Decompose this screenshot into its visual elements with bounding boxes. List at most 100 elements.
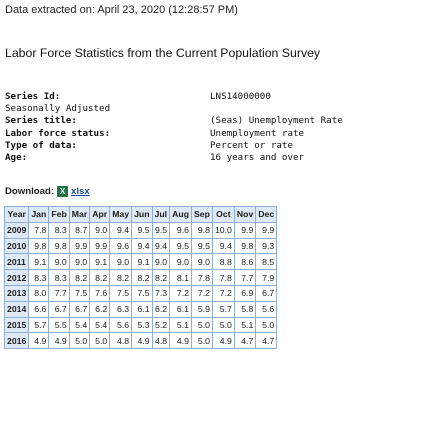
column-header-jul: Jul bbox=[151, 206, 171, 223]
table-row: 2015 5.7 5.5 5.4 5.4 5.6 5.3 5.2 5.1 5.0 5.0 5.1 5.0 bbox=[3, 316, 278, 334]
year-cell: 2015 bbox=[3, 316, 30, 334]
column-header-feb: Feb bbox=[48, 206, 70, 223]
column-header-jan: Jan bbox=[28, 206, 50, 223]
rate-cell: 5.0 bbox=[211, 316, 235, 334]
page-title: Labor Force Statistics from the Current … bbox=[5, 46, 321, 60]
rate-cell: 4.9 bbox=[48, 332, 70, 350]
extraction-timestamp: Data extracted on: April 23, 2020 (12:28… bbox=[5, 4, 238, 16]
rate-cell: 4.7 bbox=[255, 332, 278, 350]
rate-cell: 5.1 bbox=[169, 316, 192, 334]
rate-cell: 6.6 bbox=[28, 300, 50, 318]
column-header-aug: Aug bbox=[169, 206, 192, 223]
table-row: 2010 9.8 9.8 9.9 9.9 9.6 9.4 9.4 9.5 9.5 9.4 9.8 9.3 bbox=[3, 237, 278, 255]
rate-cell: 5.1 bbox=[233, 316, 257, 334]
rate-cell: 6.9 bbox=[233, 284, 257, 302]
rate-cell: 6.7 bbox=[68, 300, 91, 318]
year-cell: 2012 bbox=[3, 269, 30, 286]
rate-cell: 5.7 bbox=[211, 300, 235, 318]
rate-cell: 8.1 bbox=[169, 269, 192, 286]
metadata-value: Percent or rate bbox=[210, 139, 293, 151]
rate-cell: 9.9 bbox=[255, 221, 278, 239]
rate-cell: 7.6 bbox=[89, 284, 111, 302]
rate-cell: 9.3 bbox=[255, 237, 278, 255]
rate-cell: 8.2 bbox=[68, 269, 91, 286]
rate-cell: 9.0 bbox=[169, 253, 192, 271]
rate-cell: 5.3 bbox=[131, 316, 153, 334]
rate-cell: 4.7 bbox=[233, 332, 257, 350]
rate-cell: 6.1 bbox=[131, 300, 153, 318]
rate-cell: 7.5 bbox=[131, 284, 153, 302]
metadata-label: Type of data: bbox=[5, 139, 77, 151]
metadata-value: 16 years and over bbox=[210, 151, 305, 163]
rate-cell: 9.8 bbox=[48, 237, 70, 255]
xlsx-file-icon[interactable]: X bbox=[57, 186, 69, 197]
metadata-row: Labor force status: Unemployment rate bbox=[5, 128, 304, 140]
year-cell: 2016 bbox=[3, 332, 30, 350]
rate-cell: 9.1 bbox=[131, 253, 153, 271]
rate-cell: 8.2 bbox=[109, 269, 133, 286]
rate-cell: 7.2 bbox=[191, 284, 213, 302]
metadata-value: LNS14000000 bbox=[210, 91, 271, 102]
rate-cell: 8.8 bbox=[211, 253, 235, 271]
rate-cell: 9.8 bbox=[191, 221, 213, 239]
rate-cell: 7.3 bbox=[151, 284, 171, 302]
rate-cell: 9.9 bbox=[68, 237, 91, 255]
rate-cell: 7.7 bbox=[48, 284, 70, 302]
rate-cell: 4.8 bbox=[109, 332, 133, 350]
rate-cell: 9.6 bbox=[109, 237, 133, 255]
rate-cell: 8.2 bbox=[89, 269, 111, 286]
table-row: 2013 8.0 7.7 7.5 7.6 7.5 7.5 7.3 7.2 7.2 7.2 6.9 6.7 bbox=[3, 284, 278, 302]
table-row: 2011 9.1 9.0 9.0 9.1 9.0 9.1 9.0 9.0 9.0 8.8 8.6 8.5 bbox=[3, 253, 278, 271]
rate-cell: 9.0 bbox=[68, 253, 91, 271]
rate-cell: 8.3 bbox=[48, 269, 70, 286]
rate-cell: 9.8 bbox=[233, 237, 257, 255]
column-header-jun: Jun bbox=[131, 206, 153, 223]
column-header-mar: Mar bbox=[68, 206, 91, 223]
metadata-row: Series Id: LNS14000000 bbox=[5, 91, 271, 103]
rate-cell: 7.7 bbox=[233, 269, 257, 286]
rate-cell: 8.5 bbox=[255, 253, 278, 271]
metadata-value: Unemployment rate bbox=[210, 127, 305, 139]
rate-cell: 5.9 bbox=[191, 300, 213, 318]
rate-cell: 8.7 bbox=[68, 221, 91, 239]
rate-cell: 9.0 bbox=[109, 253, 133, 271]
rate-cell: 6.2 bbox=[89, 300, 111, 318]
rate-cell: 7.2 bbox=[169, 284, 192, 302]
table-header-row: Year Jan Feb Mar Apr May Jun Jul Aug Sep Oct Nov Dec bbox=[3, 206, 278, 223]
series-metadata: Series Id: LNS14000000 Seasonally Adjusted… bbox=[5, 91, 343, 164]
column-header-oct: Oct bbox=[211, 206, 235, 223]
rate-cell: 5.0 bbox=[191, 332, 213, 350]
rate-cell: 6.1 bbox=[169, 300, 192, 318]
year-cell: 2009 bbox=[3, 221, 30, 239]
download-bar: Download: X xlsx bbox=[5, 186, 90, 197]
column-header-apr: Apr bbox=[89, 206, 111, 223]
rate-cell: 9.4 bbox=[211, 237, 235, 255]
metadata-row: Age: 16 years and over bbox=[5, 151, 304, 164]
metadata-value: (Seas) Unemployment Rate bbox=[210, 115, 343, 127]
metadata-label: Series Id: bbox=[5, 91, 61, 102]
rate-cell: 5.0 bbox=[191, 316, 213, 334]
rate-cell: 9.1 bbox=[28, 253, 50, 271]
year-cell: 2014 bbox=[3, 300, 30, 318]
year-cell: 2011 bbox=[3, 253, 30, 271]
rate-cell: 4.9 bbox=[28, 332, 50, 350]
rate-cell: 9.0 bbox=[191, 253, 213, 271]
rate-cell: 8.2 bbox=[151, 269, 171, 286]
rate-cell: 8.0 bbox=[28, 284, 50, 302]
metadata-row: Series title: (Seas) Unemployment Rate bbox=[5, 115, 343, 127]
table-row: 2012 8.3 8.3 8.2 8.2 8.2 8.2 8.2 8.1 7.8 7.8 7.7 7.9 bbox=[3, 269, 278, 286]
metadata-label: Series title: bbox=[5, 115, 77, 127]
rate-cell: 7.8 bbox=[28, 221, 50, 239]
xlsx-download-link[interactable]: xlsx bbox=[71, 186, 90, 197]
rate-cell: 9.0 bbox=[48, 253, 70, 271]
column-header-year: Year bbox=[3, 206, 30, 223]
metadata-row: Type of data: Percent or rate bbox=[5, 139, 293, 152]
rate-cell: 8.3 bbox=[28, 269, 50, 286]
rate-cell: 9.5 bbox=[151, 221, 171, 239]
rate-cell: 8.2 bbox=[131, 269, 153, 286]
rate-cell: 9.5 bbox=[191, 237, 213, 255]
rate-cell: 4.9 bbox=[211, 332, 235, 350]
metadata-label: Age: bbox=[5, 151, 28, 163]
rate-cell: 6.3 bbox=[109, 300, 133, 318]
